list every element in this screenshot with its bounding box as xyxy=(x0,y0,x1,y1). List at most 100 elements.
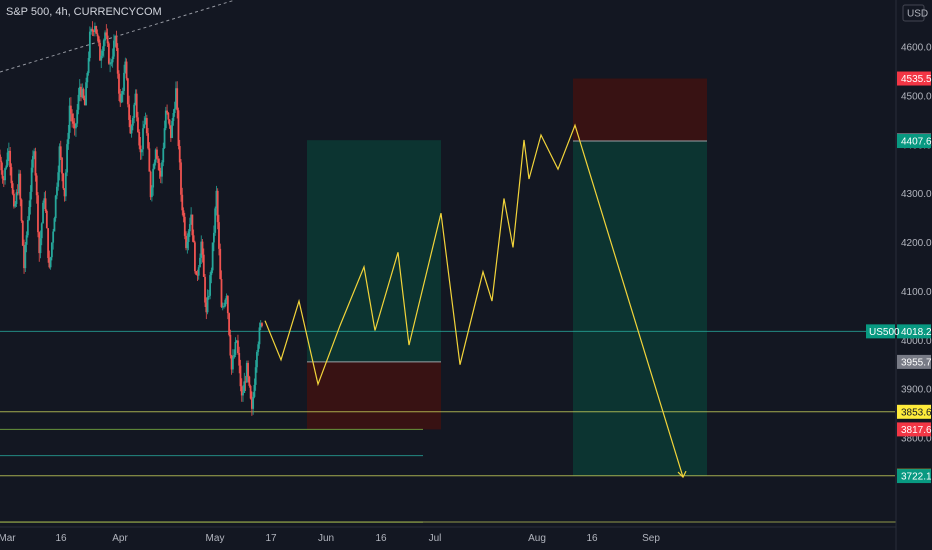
candle xyxy=(135,89,138,122)
candle-body xyxy=(244,381,247,383)
candle-body xyxy=(68,105,71,133)
candle xyxy=(57,165,60,191)
candle-body xyxy=(20,199,23,221)
candle xyxy=(157,155,160,171)
projection-arrowhead xyxy=(677,470,687,479)
candle-body xyxy=(215,190,218,209)
candle xyxy=(177,107,180,150)
candle xyxy=(195,270,198,275)
candle-body xyxy=(252,396,255,409)
candle-body xyxy=(7,150,10,153)
candle xyxy=(119,89,122,107)
candle-body xyxy=(124,61,127,73)
candle xyxy=(5,159,8,170)
candle-body xyxy=(206,297,209,313)
price-tick-label: 4300.0 xyxy=(901,189,932,200)
candle-body xyxy=(178,146,181,163)
candle xyxy=(185,231,187,251)
candle xyxy=(13,189,15,209)
candle-body xyxy=(158,163,161,171)
chart-title: S&P 500, 4h, CURRENCYCOM xyxy=(6,6,162,18)
candle-body xyxy=(162,148,165,163)
candle xyxy=(104,30,106,47)
time-axis[interactable]: Mar 16 Apr May 17 Jun 16 Jul Aug 16 Sep xyxy=(0,526,896,544)
candle xyxy=(196,269,199,281)
candle-body xyxy=(76,109,79,124)
candle-body xyxy=(29,191,32,208)
price-axis[interactable]: 3800.03900.04000.04100.04200.04300.04400… xyxy=(895,0,932,550)
candle-body xyxy=(143,124,146,129)
candle xyxy=(87,51,90,76)
candle xyxy=(180,159,182,202)
candle xyxy=(230,354,233,375)
candle-body xyxy=(44,198,47,211)
candle-body xyxy=(38,232,41,254)
candle-body xyxy=(45,210,48,229)
candle-body xyxy=(96,33,99,37)
candle-body xyxy=(213,232,215,243)
candle xyxy=(154,148,157,166)
candle xyxy=(67,124,70,150)
candle xyxy=(228,312,230,337)
candle xyxy=(16,184,19,196)
candle xyxy=(68,97,71,139)
candle xyxy=(123,64,125,95)
candle-body xyxy=(249,385,252,399)
candle xyxy=(229,329,232,359)
candle-body xyxy=(250,398,253,409)
candle xyxy=(145,114,148,136)
candle-body xyxy=(131,118,134,126)
price-axis-background xyxy=(896,0,932,550)
candle-body xyxy=(134,93,137,105)
candle-body xyxy=(148,148,151,172)
candle xyxy=(207,289,210,300)
candle-body xyxy=(135,93,138,118)
candle-body xyxy=(145,118,148,134)
candle-body xyxy=(113,40,115,57)
candle xyxy=(149,170,152,200)
candle-body xyxy=(258,327,261,345)
price-tag-text: 3853.6 xyxy=(901,407,932,418)
candle xyxy=(248,375,251,388)
candle-body xyxy=(58,146,61,173)
candle xyxy=(139,137,142,160)
candle xyxy=(153,159,156,170)
time-tick-label: Aug xyxy=(528,533,546,544)
candle xyxy=(176,81,179,119)
candle xyxy=(73,118,76,136)
price-tag-text: 4018.2 xyxy=(901,327,932,338)
candle-body xyxy=(202,254,205,277)
candle xyxy=(58,143,61,181)
candle-body xyxy=(95,25,98,34)
candle-body xyxy=(104,32,106,41)
candle xyxy=(256,350,258,373)
candle-body xyxy=(240,386,243,396)
candle xyxy=(102,38,105,58)
candle xyxy=(96,29,99,42)
candle xyxy=(113,34,115,59)
candle xyxy=(172,109,175,126)
candle-body xyxy=(188,224,191,232)
candle xyxy=(15,189,18,208)
candle xyxy=(125,58,128,81)
candle-body xyxy=(53,218,56,232)
candle-body xyxy=(187,231,190,242)
candle-body xyxy=(138,131,141,146)
candle-body xyxy=(214,208,217,233)
candle xyxy=(81,83,84,99)
candle-body xyxy=(197,267,200,276)
candle-body xyxy=(183,216,186,236)
candle xyxy=(75,122,77,137)
candle xyxy=(261,322,263,328)
candle xyxy=(14,201,17,208)
currency-label: USD xyxy=(907,9,928,20)
candle xyxy=(221,302,224,311)
candle-body xyxy=(133,104,136,119)
candle-body xyxy=(47,228,49,258)
candle xyxy=(24,241,27,272)
candle xyxy=(259,320,262,331)
candle xyxy=(78,79,81,102)
candle-body xyxy=(99,42,101,61)
candle-body xyxy=(66,144,68,173)
